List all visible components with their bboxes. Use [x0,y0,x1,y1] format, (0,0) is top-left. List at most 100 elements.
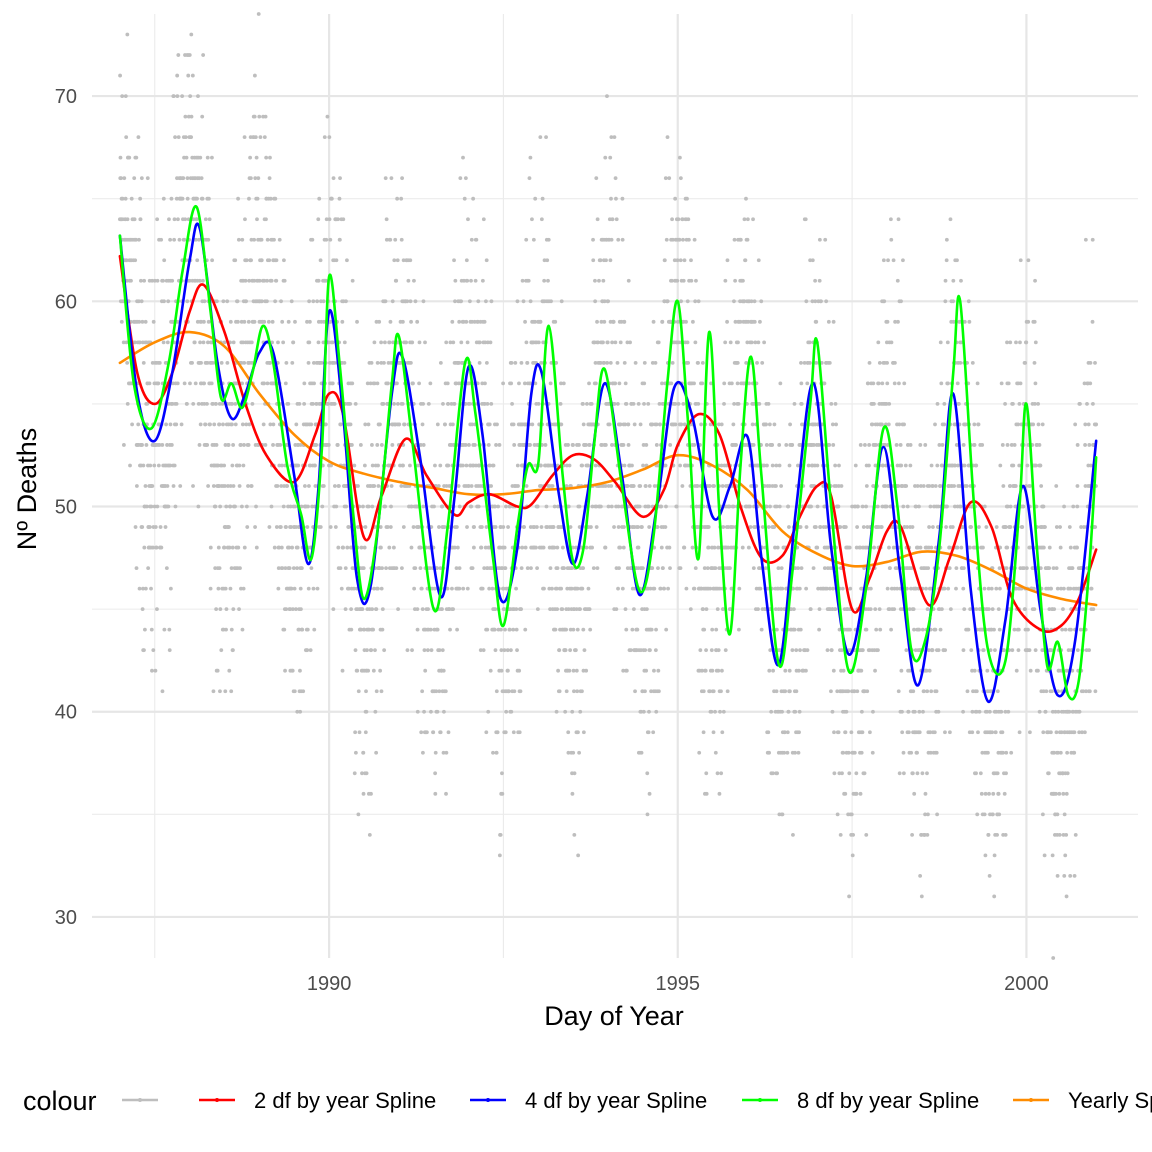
data-point [515,648,519,653]
data-point [452,258,456,263]
data-point [337,196,342,201]
data-point [744,196,748,201]
data-point [932,730,937,735]
data-point [967,319,972,324]
data-point [262,381,266,386]
data-point [586,463,590,468]
data-point [771,668,775,673]
data-point [548,381,553,386]
data-point [580,586,585,591]
data-point [887,545,891,550]
data-point [390,443,395,447]
data-point [620,237,625,242]
data-point [653,360,658,365]
data-point [608,360,613,365]
data-point [728,566,732,570]
data-point [120,196,125,201]
data-point [577,443,581,447]
data-point [943,730,947,735]
data-point [538,135,543,140]
data-point [915,771,920,776]
data-point [440,504,445,509]
data-point [741,278,745,283]
data-point [124,258,129,263]
data-point [676,402,681,406]
data-point [918,484,923,488]
data-point [476,504,481,509]
data-point [1053,791,1058,796]
data-point [704,607,709,612]
data-point [867,463,871,468]
data-point [207,217,212,222]
data-point [889,586,894,591]
data-point [977,525,981,529]
data-point [691,319,695,324]
data-point [469,504,474,509]
data-point [421,299,426,304]
data-point [738,237,743,242]
data-point [307,340,312,345]
data-point [149,504,154,509]
data-point [480,278,485,283]
data-point [744,360,749,365]
data-point [1063,853,1068,858]
data-point [360,607,365,612]
data-point [283,668,287,673]
data-point [774,504,779,509]
data-point [638,484,643,488]
data-point [540,196,545,201]
data-point [484,258,489,263]
data-point [933,627,938,632]
data-point [1032,607,1037,612]
data-point [719,463,724,468]
data-point [787,668,792,673]
data-point [530,422,535,427]
data-point [410,340,415,345]
data-point [368,381,373,386]
data-point [731,422,736,427]
data-point [670,360,675,365]
data-point [926,648,931,653]
data-point [483,545,488,550]
data-point [188,381,192,386]
data-point [713,566,718,570]
data-point [493,525,498,529]
data-point [1032,319,1037,324]
data-point [1053,709,1058,714]
data-point [746,319,750,324]
data-point [998,463,1003,468]
data-point [205,402,209,406]
data-point [201,53,206,57]
data-point [355,668,360,673]
data-point [1061,586,1066,591]
data-point [779,566,784,570]
data-point [642,381,647,386]
data-point [692,443,697,447]
data-point [318,525,323,529]
data-point [679,299,683,304]
data-point [670,217,674,222]
data-point [639,750,644,755]
data-point [654,709,659,714]
data-point [344,504,349,509]
data-point [376,484,381,488]
data-point [361,566,366,570]
data-point [284,525,288,529]
data-point [900,730,905,735]
data-point [153,525,158,529]
data-point [288,504,293,509]
data-point [528,443,532,447]
data-point [303,484,307,488]
data-point [891,258,896,263]
data-point [211,689,216,694]
data-point [145,176,150,181]
data-point [226,443,231,447]
data-point [798,525,803,529]
data-point [311,360,316,365]
data-point [122,443,126,447]
data-point [172,217,177,222]
data-point [587,607,592,612]
data-point [284,360,289,365]
data-point [488,668,493,673]
data-point [775,771,779,776]
